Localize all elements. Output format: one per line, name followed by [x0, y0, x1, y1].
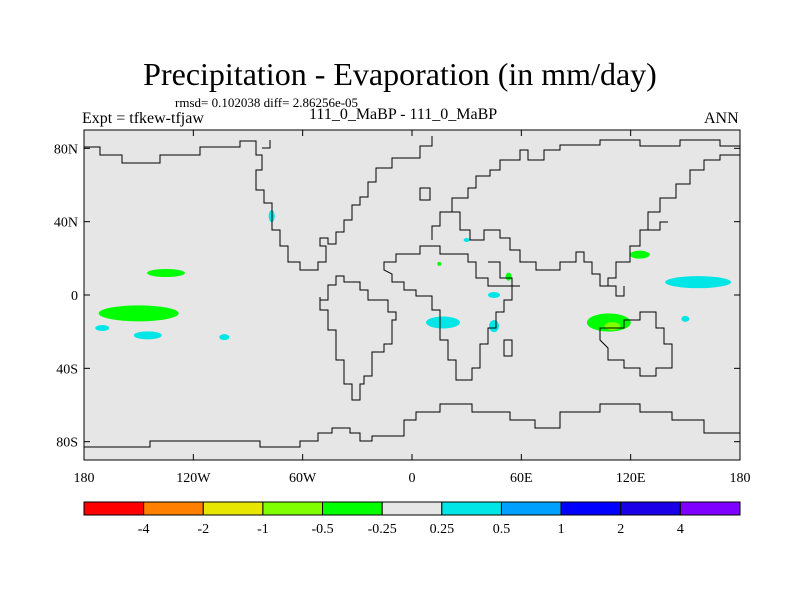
- colorbar-swatch: [679, 501, 741, 516]
- y-tick-label: 40N: [54, 216, 78, 231]
- lime-patch-1: [604, 322, 621, 331]
- map-background: [84, 130, 740, 460]
- data-features: [95, 210, 732, 341]
- case-label: 111_0_MaBP - 111_0_MaBP: [309, 106, 498, 123]
- x-tick-label: 60E: [510, 471, 533, 486]
- colorbar-swatch: [143, 501, 204, 516]
- y-tick-label: 0: [71, 289, 78, 304]
- x-tick-label: 60W: [289, 471, 317, 486]
- green-patch-2: [98, 305, 179, 322]
- y-tick-label: 80N: [54, 142, 78, 157]
- cyan-patch-5: [489, 320, 499, 333]
- x-tick-label: 120E: [616, 471, 646, 486]
- x-tick-label: 0: [409, 471, 416, 486]
- colorbar-label: -2: [197, 522, 209, 537]
- experiment-label: Expt = tfkew-tfjaw: [82, 110, 204, 127]
- y-tick-label: 40S: [56, 362, 78, 377]
- x-tick-label: 120W: [176, 471, 211, 486]
- colorbar-label: -1: [257, 522, 269, 537]
- cyan-patch-4: [425, 316, 460, 329]
- x-tick-label: 180: [730, 471, 751, 486]
- axis-ticks: [83, 130, 741, 460]
- colorbar: [83, 501, 741, 516]
- colorbar-swatch: [620, 501, 681, 516]
- x-axis-labels: 180 120W 60W 0 60E 120E 180: [74, 471, 751, 486]
- season-label: ANN: [704, 110, 739, 127]
- y-axis-labels: 80N 40N 0 40S 80S: [54, 142, 78, 450]
- y-tick-label: 80S: [56, 436, 78, 451]
- cyan-patch-1: [95, 325, 110, 331]
- colorbar-swatch: [381, 501, 443, 516]
- chart-subtitle: rmsd= 0.102038 diff= 2.86256e-05: [175, 95, 359, 110]
- colorbar-labels: -4 -2 -1 -0.5 -0.25 0.25 0.5 1 2 4: [138, 522, 684, 537]
- cyan-patch-10: [463, 238, 470, 242]
- cyan-patch-6: [488, 292, 500, 298]
- green-patch-6: [437, 261, 442, 266]
- colorbar-swatch: [202, 501, 264, 516]
- colorbar-label: -4: [138, 522, 150, 537]
- green-patch-4: [629, 250, 650, 259]
- green-patch-1: [147, 269, 185, 277]
- cyan-patch-3: [219, 334, 230, 341]
- chart-title: Precipitation - Evaporation (in mm/day): [143, 56, 657, 92]
- colorbar-label: 0.5: [493, 522, 511, 537]
- cyan-patch-8: [681, 315, 690, 322]
- colorbar-label: 0.25: [430, 522, 455, 537]
- x-tick-label: 180: [74, 471, 95, 486]
- colorbar-swatch: [500, 501, 562, 516]
- colorbar-swatch: [322, 501, 383, 516]
- colorbar-label: 4: [677, 522, 684, 537]
- colorbar-swatch: [441, 501, 502, 516]
- colorbar-label: -0.5: [311, 522, 333, 537]
- colorbar-label: 2: [617, 522, 624, 537]
- colorbar-label: -0.25: [368, 522, 397, 537]
- colorbar-swatch: [560, 501, 622, 516]
- green-patch-5: [505, 272, 512, 281]
- cyan-patch-2: [133, 331, 162, 340]
- coastlines: [84, 136, 740, 448]
- colorbar-swatch: [83, 501, 145, 516]
- colorbar-label: 1: [558, 522, 565, 537]
- cyan-patch-7: [665, 276, 732, 289]
- colorbar-swatch: [262, 501, 324, 516]
